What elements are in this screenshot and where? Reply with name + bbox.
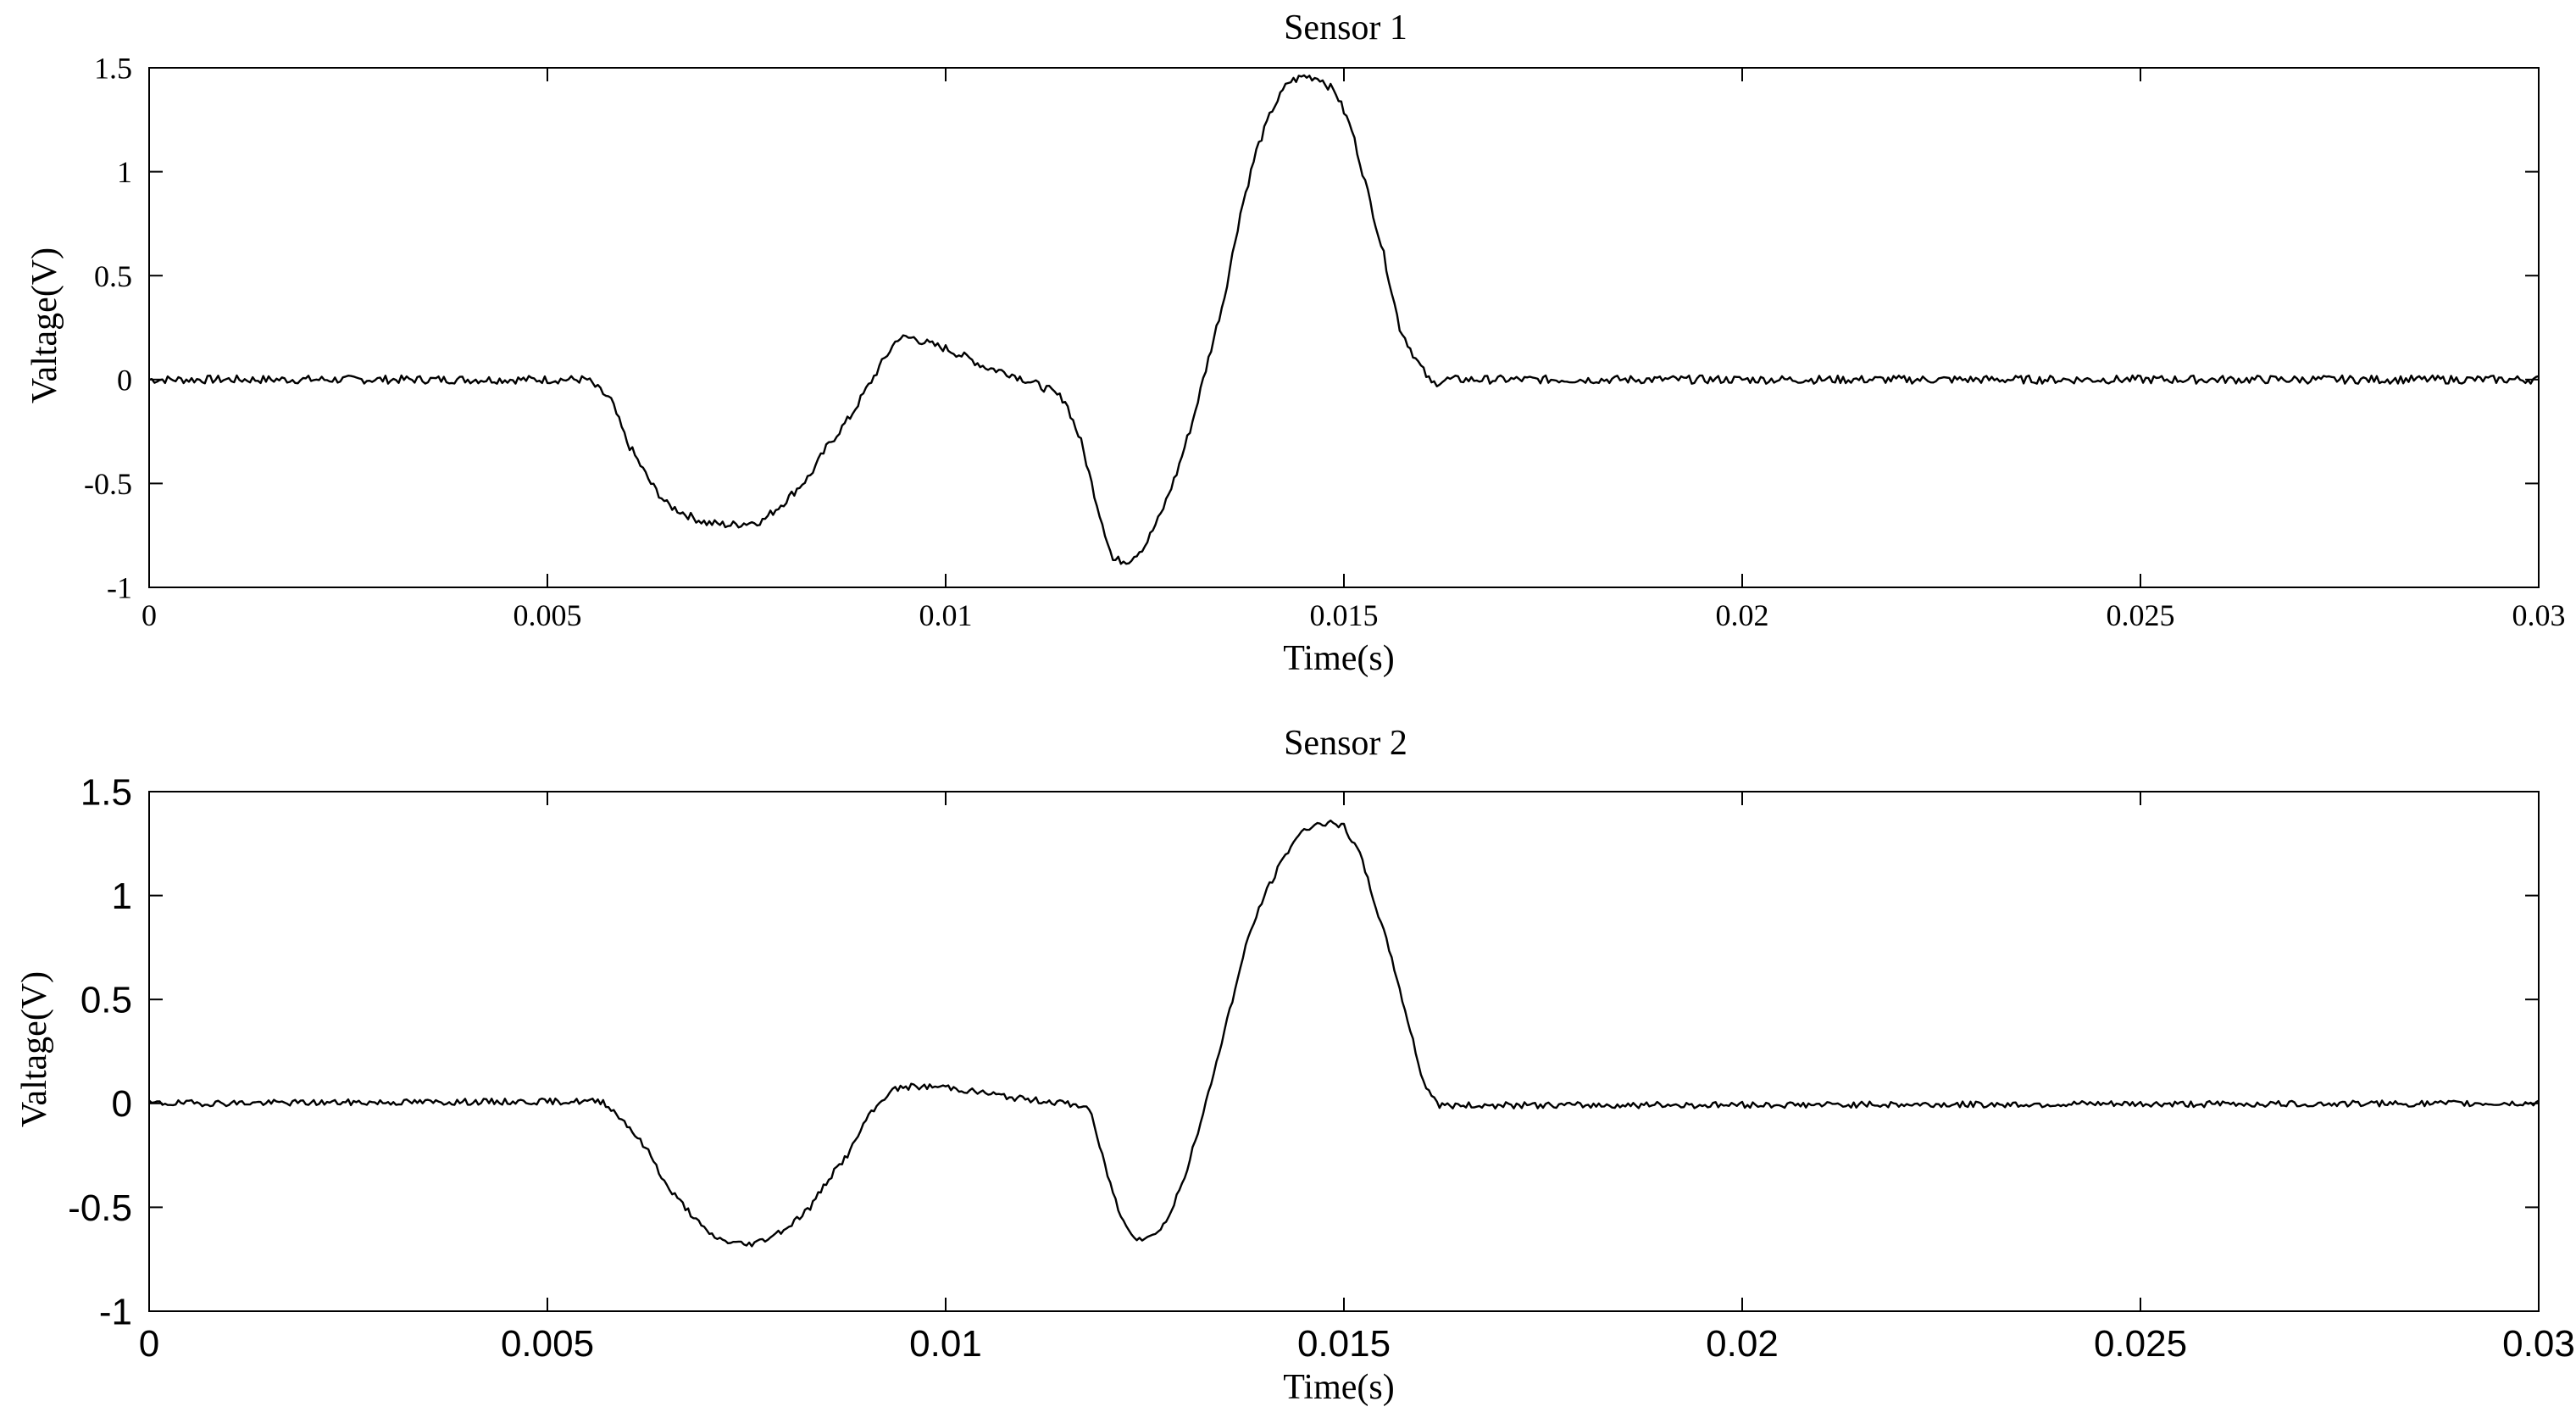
plot-frame	[148, 791, 2540, 1312]
x-tick-label: 0.005	[501, 1323, 594, 1365]
y-tick-label: -0.5	[68, 1187, 132, 1229]
y-tick-label: 0	[112, 1083, 132, 1125]
x-tick-label: 0	[142, 598, 157, 632]
y-tick-label: -1	[99, 1291, 132, 1332]
axis-ticks: 0 0.005 0.01 0.015 0.02 0.025 0.03 -1 -0.5 0 0.5 1 1…	[84, 52, 2566, 632]
y-tick-label: 0.5	[80, 980, 132, 1021]
y-tick-label: -0.5	[84, 467, 132, 501]
y-tick-label: -1	[107, 571, 132, 605]
plot-frame	[148, 67, 2540, 588]
chart-sensor-2: Sensor 2 Valtage(V) Time(s) 0 0.005 0.01 0.…	[15, 724, 2575, 1407]
y-tick-label: 1	[117, 155, 132, 189]
y-tick-label: 1.5	[94, 52, 132, 86]
x-tick-label: 0.03	[2512, 598, 2566, 632]
x-axis-label: Time(s)	[1283, 639, 1394, 678]
x-tick-label: 0.02	[1716, 598, 1769, 632]
series-line	[148, 819, 2540, 1248]
y-tick-label: 1	[112, 876, 132, 917]
x-tick-label: 0.005	[514, 598, 582, 632]
x-tick-label: 0.01	[919, 598, 973, 632]
y-tick-label: 0.5	[94, 259, 132, 293]
x-tick-label: 0.015	[1310, 598, 1379, 632]
y-tick-label: 0	[117, 363, 132, 397]
chart-title: Sensor 1	[1284, 8, 1407, 47]
series-line	[148, 74, 2540, 565]
x-tick-label: 0.01	[909, 1323, 982, 1365]
x-tick-label: 0	[139, 1323, 159, 1365]
series-group	[148, 74, 2540, 565]
x-axis-label: Time(s)	[1283, 1368, 1394, 1407]
axis-ticks: 0 0.005 0.01 0.015 0.02 0.025 0.03 -1 -0.5 0 0.5 1 1…	[68, 771, 2575, 1365]
series-group	[148, 819, 2540, 1248]
chart-title: Sensor 2	[1284, 724, 1407, 763]
x-tick-label: 0.025	[2094, 1323, 2187, 1365]
y-tick-label: 1.5	[80, 771, 132, 813]
y-axis-label: Valtage(V)	[25, 247, 64, 403]
chart-sensor-1: Sensor 1 Valtage(V) Time(s) 0 0.005 0.01 0.…	[25, 8, 2566, 678]
x-tick-label: 0.02	[1706, 1323, 1779, 1365]
x-tick-label: 0.015	[1297, 1323, 1391, 1365]
x-tick-label: 0.03	[2502, 1323, 2575, 1365]
x-tick-label: 0.025	[2107, 598, 2175, 632]
y-axis-label: Valtage(V)	[15, 971, 54, 1127]
